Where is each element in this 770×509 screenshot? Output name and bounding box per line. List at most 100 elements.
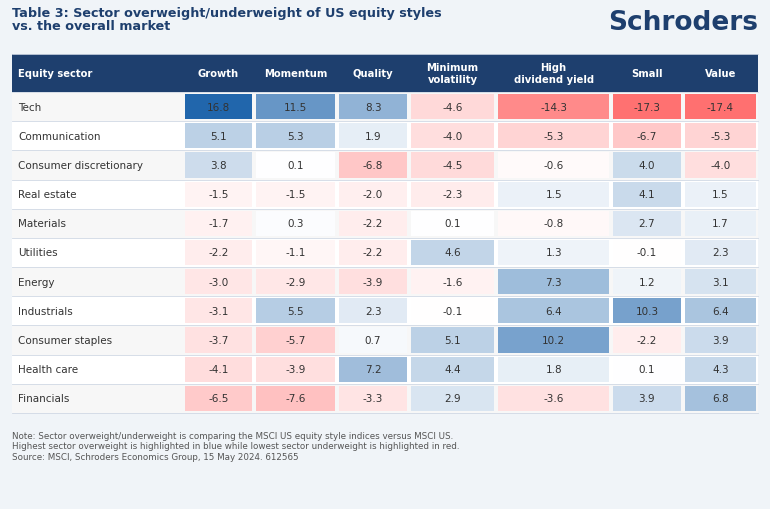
Bar bbox=[613, 299, 681, 324]
Bar bbox=[685, 328, 756, 353]
Text: Tech: Tech bbox=[18, 102, 42, 112]
Bar bbox=[185, 211, 252, 237]
Text: -0.6: -0.6 bbox=[544, 161, 564, 171]
Bar bbox=[685, 95, 756, 120]
Bar bbox=[685, 386, 756, 411]
Bar bbox=[12, 55, 758, 93]
Bar bbox=[498, 95, 609, 120]
Bar bbox=[498, 240, 609, 266]
Text: 6.4: 6.4 bbox=[545, 306, 562, 316]
Text: Value: Value bbox=[705, 69, 736, 79]
Text: 2.3: 2.3 bbox=[712, 248, 728, 258]
Text: 3.9: 3.9 bbox=[712, 335, 728, 346]
Bar bbox=[185, 95, 252, 120]
Bar bbox=[411, 386, 494, 411]
Text: Small: Small bbox=[631, 69, 663, 79]
Text: Equity sector: Equity sector bbox=[18, 69, 92, 79]
Text: -14.3: -14.3 bbox=[540, 102, 567, 112]
Text: 8.3: 8.3 bbox=[365, 102, 381, 112]
Bar bbox=[498, 299, 609, 324]
Bar bbox=[411, 328, 494, 353]
Text: 3.1: 3.1 bbox=[712, 277, 728, 287]
Text: 5.5: 5.5 bbox=[287, 306, 304, 316]
Bar bbox=[685, 182, 756, 207]
Text: -2.2: -2.2 bbox=[363, 248, 383, 258]
Text: 0.1: 0.1 bbox=[444, 219, 460, 229]
Text: -3.3: -3.3 bbox=[363, 393, 383, 404]
Text: 0.7: 0.7 bbox=[365, 335, 381, 346]
Bar bbox=[685, 357, 756, 382]
Bar bbox=[411, 357, 494, 382]
Bar bbox=[185, 328, 252, 353]
Bar bbox=[498, 124, 609, 149]
Text: 5.3: 5.3 bbox=[287, 131, 304, 142]
Bar bbox=[185, 182, 252, 207]
Text: 1.5: 1.5 bbox=[545, 190, 562, 200]
Bar bbox=[256, 328, 336, 353]
Bar bbox=[613, 95, 681, 120]
Text: 5.1: 5.1 bbox=[210, 131, 226, 142]
Bar bbox=[498, 386, 609, 411]
Text: -5.3: -5.3 bbox=[544, 131, 564, 142]
Bar bbox=[340, 270, 407, 295]
Text: 0.1: 0.1 bbox=[287, 161, 304, 171]
Bar bbox=[256, 95, 336, 120]
Text: -4.0: -4.0 bbox=[710, 161, 731, 171]
Text: 2.3: 2.3 bbox=[365, 306, 381, 316]
Bar bbox=[185, 299, 252, 324]
Text: Consumer discretionary: Consumer discretionary bbox=[18, 161, 143, 171]
Bar bbox=[685, 270, 756, 295]
Bar bbox=[256, 153, 336, 178]
Bar bbox=[613, 270, 681, 295]
Text: 2.9: 2.9 bbox=[444, 393, 460, 404]
Text: -1.7: -1.7 bbox=[208, 219, 229, 229]
Text: 1.8: 1.8 bbox=[545, 364, 562, 375]
Text: 4.0: 4.0 bbox=[638, 161, 655, 171]
Text: 7.3: 7.3 bbox=[545, 277, 562, 287]
Bar bbox=[12, 297, 758, 326]
Bar bbox=[498, 357, 609, 382]
Bar bbox=[613, 211, 681, 237]
Bar bbox=[12, 384, 758, 413]
Text: 2.7: 2.7 bbox=[638, 219, 655, 229]
Bar bbox=[340, 182, 407, 207]
Bar bbox=[613, 386, 681, 411]
Text: -3.9: -3.9 bbox=[286, 364, 306, 375]
Text: -1.6: -1.6 bbox=[442, 277, 463, 287]
Text: Communication: Communication bbox=[18, 131, 101, 142]
Text: 1.9: 1.9 bbox=[365, 131, 381, 142]
Text: -2.9: -2.9 bbox=[286, 277, 306, 287]
Bar bbox=[340, 95, 407, 120]
Bar bbox=[411, 270, 494, 295]
Bar bbox=[685, 240, 756, 266]
Text: -3.0: -3.0 bbox=[208, 277, 229, 287]
Bar bbox=[12, 151, 758, 180]
Bar bbox=[340, 299, 407, 324]
Bar bbox=[12, 355, 758, 384]
Bar bbox=[12, 93, 758, 122]
Text: Quality: Quality bbox=[353, 69, 393, 79]
Bar bbox=[340, 153, 407, 178]
Text: -3.6: -3.6 bbox=[544, 393, 564, 404]
Text: 16.8: 16.8 bbox=[206, 102, 230, 112]
Bar bbox=[340, 124, 407, 149]
Bar bbox=[498, 270, 609, 295]
Text: -2.2: -2.2 bbox=[208, 248, 229, 258]
Text: vs. the overall market: vs. the overall market bbox=[12, 20, 170, 33]
Text: -3.7: -3.7 bbox=[208, 335, 229, 346]
Bar bbox=[256, 182, 336, 207]
Text: 0.1: 0.1 bbox=[638, 364, 655, 375]
Bar bbox=[411, 299, 494, 324]
Bar bbox=[498, 153, 609, 178]
Text: Table 3: Sector overweight/underweight of US equity styles: Table 3: Sector overweight/underweight o… bbox=[12, 7, 442, 20]
Text: 4.4: 4.4 bbox=[444, 364, 460, 375]
Bar bbox=[340, 357, 407, 382]
Bar bbox=[411, 95, 494, 120]
Bar bbox=[411, 153, 494, 178]
Bar bbox=[498, 211, 609, 237]
Bar bbox=[185, 357, 252, 382]
Text: -4.5: -4.5 bbox=[442, 161, 463, 171]
Text: 3.9: 3.9 bbox=[638, 393, 655, 404]
Text: -4.6: -4.6 bbox=[442, 102, 463, 112]
Bar bbox=[613, 182, 681, 207]
